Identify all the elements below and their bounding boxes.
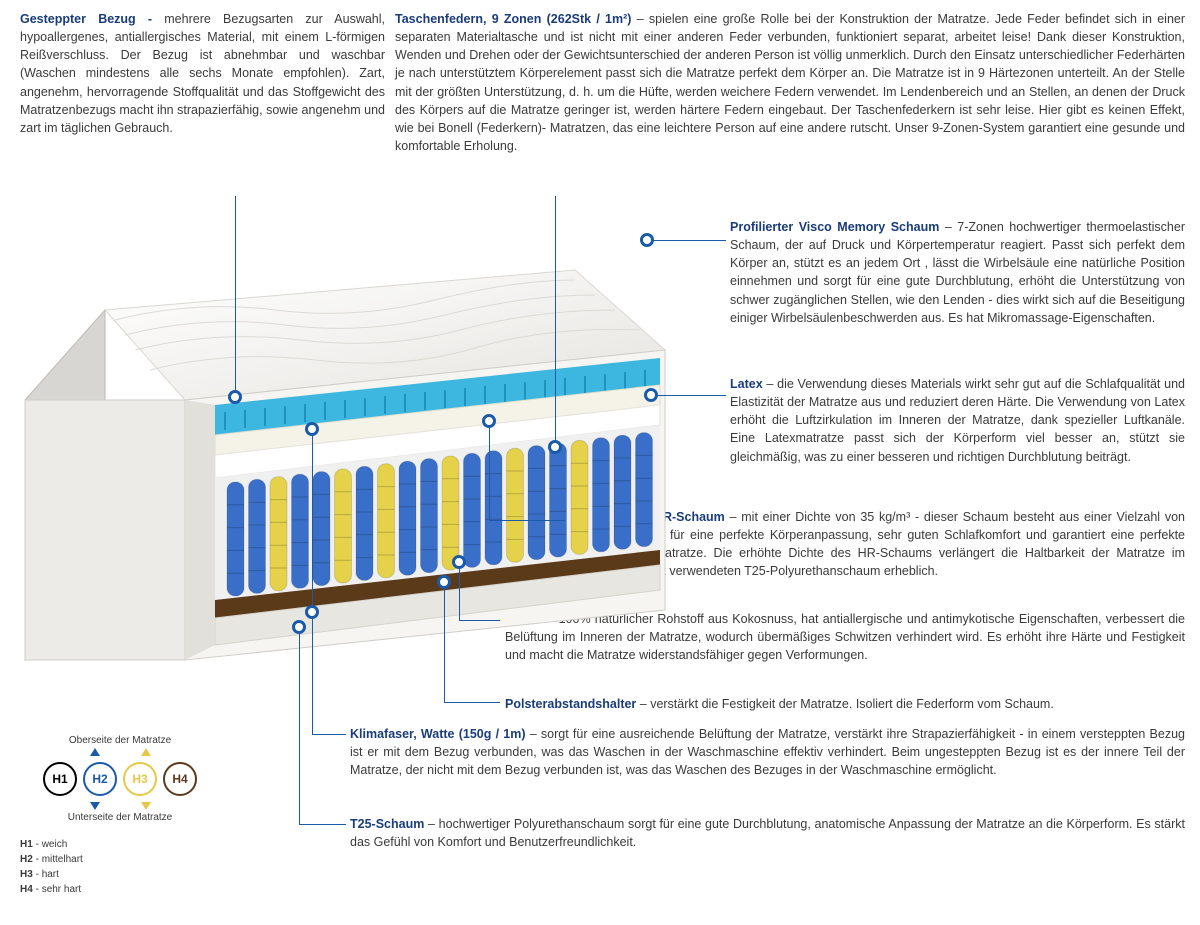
leader-line — [460, 620, 500, 621]
firmness-h1: H1 — [43, 762, 77, 796]
desc-cover-title: Gesteppter Bezug - — [20, 12, 164, 26]
legend-bottom-label: Unterseite der Matratze — [20, 812, 220, 823]
desc-klima-title: Klimafaser, Watte (150g / 1m) — [350, 727, 526, 741]
leader-line — [312, 430, 313, 735]
arrow-down-icon — [90, 802, 100, 810]
leader-dot — [548, 440, 562, 454]
firmness-h3: H3 — [123, 762, 157, 796]
desc-spacer: Polsterabstandshalter – verstärkt die Fe… — [505, 695, 1185, 713]
desc-visco-title: Profilierter Visco Memory Schaum — [730, 220, 939, 234]
leader-dot — [292, 620, 306, 634]
desc-springs: Taschenfedern, 9 Zonen (262Stk / 1m²) – … — [395, 10, 1185, 155]
arrow-up-icon — [141, 748, 151, 756]
firmness-h2: H2 — [83, 762, 117, 796]
leader-dot — [305, 422, 319, 436]
desc-t25-body: – hochwertiger Polyurethanschaum sorgt f… — [350, 817, 1185, 849]
desc-t25-title: T25-Schaum — [350, 817, 424, 831]
desc-springs-body: – spielen eine große Rolle bei der Konst… — [395, 12, 1185, 153]
desc-latex-title: Latex — [730, 377, 763, 391]
leader-line — [648, 240, 726, 241]
leader-dot — [452, 555, 466, 569]
leader-dot — [482, 414, 496, 428]
leader-line — [445, 702, 500, 703]
desc-visco-body: – 7-Zonen hochwertiger thermoelastischer… — [730, 220, 1185, 325]
desc-visco: Profilierter Visco Memory Schaum – 7-Zon… — [730, 218, 1185, 327]
desc-latex-body: – die Verwendung dieses Materials wirkt … — [730, 377, 1185, 464]
desc-springs-title: Taschenfedern, 9 Zonen (262Stk / 1m²) — [395, 12, 631, 26]
leader-line — [555, 196, 556, 448]
firmness-h4: H4 — [163, 762, 197, 796]
leader-line — [489, 422, 490, 521]
leader-line — [313, 734, 346, 735]
desc-cover-body: mehrere Bezugsarten zur Auswahl, hypoall… — [20, 12, 385, 135]
leader-dot — [305, 605, 319, 619]
desc-klima: Klimafaser, Watte (150g / 1m) – sorgt fü… — [350, 725, 1185, 779]
mattress-illustration — [15, 230, 715, 690]
desc-spacer-body: – verstärkt die Festigkeit der Matratze.… — [636, 697, 1054, 711]
desc-t25: T25-Schaum – hochwertiger Polyurethansch… — [350, 815, 1185, 851]
leader-line — [235, 196, 236, 398]
leader-line — [299, 628, 300, 825]
legend-key: H1 - weich H2 - mittelhart H3 - hart H4 … — [20, 837, 220, 897]
arrow-up-icon — [90, 748, 100, 756]
desc-spacer-title: Polsterabstandshalter — [505, 697, 636, 711]
leader-dot — [437, 575, 451, 589]
leader-dot — [228, 390, 242, 404]
leader-dot — [640, 233, 654, 247]
leader-line — [652, 395, 726, 396]
leader-dot — [644, 388, 658, 402]
leader-line — [444, 583, 445, 703]
firmness-legend: Oberseite der Matratze H1 H2 H3 H4 Unter… — [20, 735, 220, 897]
leader-line — [459, 563, 460, 621]
legend-top-label: Oberseite der Matratze — [20, 735, 220, 746]
arrow-down-icon — [141, 802, 151, 810]
leader-line — [300, 824, 346, 825]
leader-line — [490, 520, 565, 521]
desc-cover: Gesteppter Bezug - mehrere Bezugsarten z… — [20, 10, 385, 137]
desc-latex: Latex – die Verwendung dieses Materials … — [730, 375, 1185, 466]
